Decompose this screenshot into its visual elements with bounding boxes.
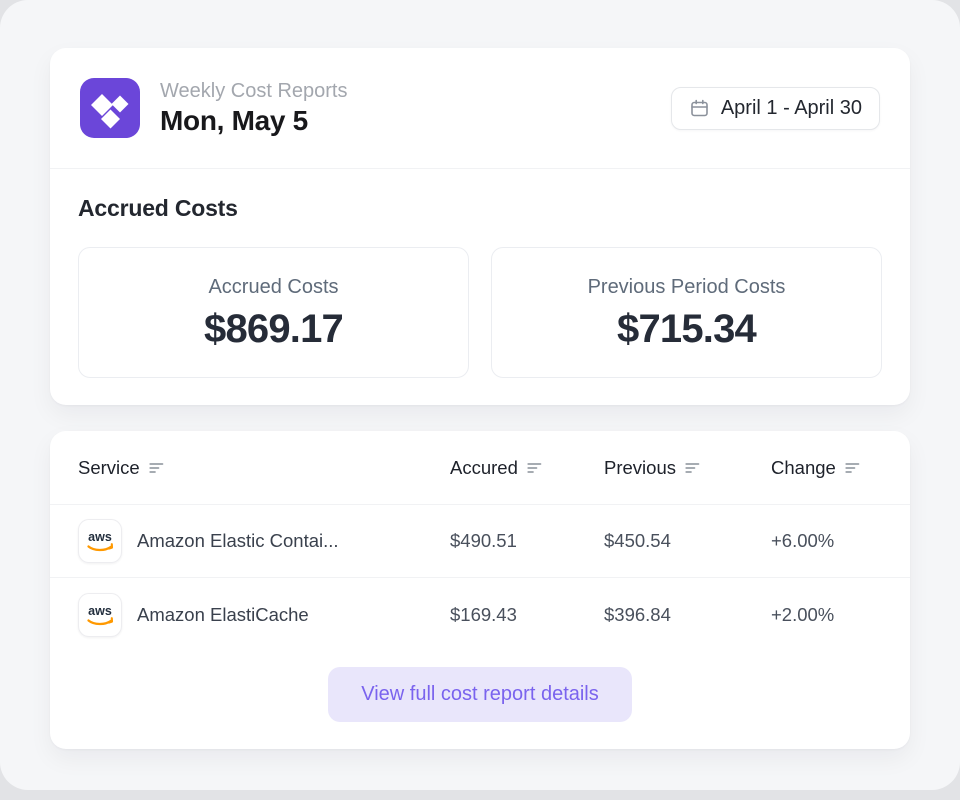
calendar-icon: [689, 98, 710, 119]
service-name: Amazon Elastic Contai...: [137, 530, 339, 551]
svg-text:aws: aws: [88, 530, 112, 544]
accured-value: $169.43: [450, 603, 517, 625]
column-header-previous[interactable]: Previous: [604, 457, 771, 479]
table-footer: View full cost report details: [50, 651, 910, 749]
column-header-accured[interactable]: Accured: [450, 457, 604, 479]
accrued-costs-stat-card: Accrued Costs $869.17: [78, 247, 469, 378]
service-name: Amazon ElastiCache: [137, 603, 309, 625]
date-range-label: April 1 - April 30: [720, 96, 862, 119]
column-header-service[interactable]: Service: [78, 457, 450, 479]
column-label: Change: [771, 456, 836, 478]
app-logo-icon: [80, 78, 140, 138]
table-header-row: Service Accured Previous: [50, 431, 910, 505]
sort-icon: [527, 462, 542, 474]
previous-value: $450.54: [604, 530, 671, 551]
stat-value: $869.17: [204, 307, 344, 351]
stat-cards: Accrued Costs $869.17 Previous Period Co…: [78, 247, 882, 378]
table-row[interactable]: aws Amazon Elastic Contai... $490.51 $45…: [50, 505, 910, 578]
aws-icon: aws: [78, 519, 122, 563]
column-header-change[interactable]: Change: [771, 457, 882, 479]
date-range-button[interactable]: April 1 - April 30: [670, 86, 880, 130]
column-label: Service: [78, 456, 140, 478]
column-label: Accured: [450, 456, 518, 478]
sort-icon: [845, 462, 860, 474]
sort-icon: [149, 462, 164, 474]
section-title: Accrued Costs: [78, 195, 238, 221]
header-titles: Weekly Cost Reports Mon, May 5: [160, 78, 651, 138]
service-cell: aws Amazon Elastic Contai...: [78, 519, 450, 563]
page-title: Mon, May 5: [160, 105, 308, 136]
stat-label: Previous Period Costs: [587, 276, 786, 298]
svg-text:aws: aws: [88, 604, 112, 618]
change-value: +6.00%: [771, 530, 835, 551]
sort-icon: [685, 462, 700, 474]
accrued-costs-section: Accrued Costs Accrued Costs $869.17 Prev…: [50, 169, 910, 405]
column-label: Previous: [604, 456, 676, 478]
aws-icon: aws: [78, 592, 122, 637]
accured-value: $490.51: [450, 530, 517, 551]
report-subtitle: Weekly Cost Reports: [160, 80, 348, 102]
report-summary-card: Weekly Cost Reports Mon, May 5 April 1 -…: [50, 48, 910, 405]
previous-value: $396.84: [604, 603, 671, 625]
change-value: +2.00%: [771, 603, 835, 625]
previous-period-stat-card: Previous Period Costs $715.34: [491, 247, 882, 378]
stat-value: $715.34: [617, 307, 757, 351]
table-row[interactable]: aws Amazon ElastiCache $169.43 $396.84 +…: [50, 578, 910, 651]
report-header: Weekly Cost Reports Mon, May 5 April 1 -…: [50, 48, 910, 169]
cost-table-card: Service Accured Previous: [50, 431, 910, 749]
stat-label: Accrued Costs: [208, 276, 339, 298]
service-cell: aws Amazon ElastiCache: [78, 592, 450, 637]
view-full-report-button[interactable]: View full cost report details: [328, 667, 632, 722]
